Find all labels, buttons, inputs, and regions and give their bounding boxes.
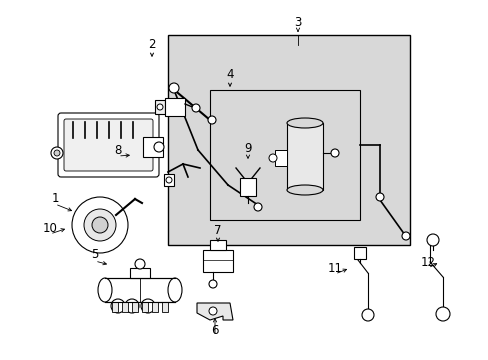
Text: 9: 9 — [244, 141, 251, 154]
Bar — [209, 90, 359, 220]
Circle shape — [208, 280, 217, 288]
FancyBboxPatch shape — [58, 113, 159, 177]
Circle shape — [141, 299, 155, 313]
Circle shape — [207, 116, 216, 124]
Circle shape — [169, 83, 179, 93]
Ellipse shape — [286, 118, 323, 128]
Bar — [155, 100, 164, 114]
Bar — [130, 268, 150, 278]
Circle shape — [72, 197, 128, 253]
Text: 5: 5 — [91, 248, 99, 261]
Circle shape — [165, 177, 172, 183]
Bar — [162, 302, 168, 312]
Bar — [240, 178, 256, 196]
Circle shape — [208, 307, 217, 315]
Text: 12: 12 — [420, 256, 435, 269]
Circle shape — [157, 104, 163, 110]
Text: 2: 2 — [148, 39, 156, 51]
Bar — [274, 150, 286, 166]
Bar — [105, 278, 175, 302]
Bar — [112, 302, 118, 312]
Bar — [164, 98, 184, 116]
Circle shape — [92, 217, 108, 233]
Text: 10: 10 — [42, 221, 57, 234]
Circle shape — [361, 309, 373, 321]
FancyBboxPatch shape — [64, 119, 153, 171]
Circle shape — [54, 150, 60, 156]
Bar — [163, 174, 174, 186]
Text: 11: 11 — [327, 261, 342, 274]
Circle shape — [401, 232, 409, 240]
Ellipse shape — [168, 278, 182, 302]
Polygon shape — [197, 303, 232, 320]
Bar — [132, 302, 138, 312]
Circle shape — [268, 154, 276, 162]
Text: 7: 7 — [214, 224, 221, 237]
Circle shape — [330, 149, 338, 157]
Bar — [142, 302, 148, 312]
Circle shape — [111, 299, 125, 313]
Circle shape — [435, 307, 449, 321]
Circle shape — [84, 209, 116, 241]
Bar — [142, 137, 163, 157]
Bar — [168, 35, 409, 245]
Text: 6: 6 — [211, 324, 218, 337]
Bar — [209, 240, 225, 250]
Ellipse shape — [98, 278, 112, 302]
Text: 8: 8 — [114, 144, 122, 157]
Circle shape — [375, 193, 383, 201]
Circle shape — [154, 142, 163, 152]
Text: 3: 3 — [294, 15, 301, 28]
Bar — [152, 302, 158, 312]
Circle shape — [426, 234, 438, 246]
Bar — [122, 302, 128, 312]
Circle shape — [192, 104, 200, 112]
Circle shape — [135, 259, 145, 269]
Bar — [203, 250, 232, 272]
Circle shape — [125, 299, 139, 313]
Bar — [353, 247, 365, 259]
Circle shape — [51, 147, 63, 159]
Circle shape — [253, 203, 262, 211]
Text: 4: 4 — [226, 68, 233, 81]
Text: 1: 1 — [51, 192, 59, 204]
Bar — [286, 123, 323, 190]
Ellipse shape — [286, 185, 323, 195]
